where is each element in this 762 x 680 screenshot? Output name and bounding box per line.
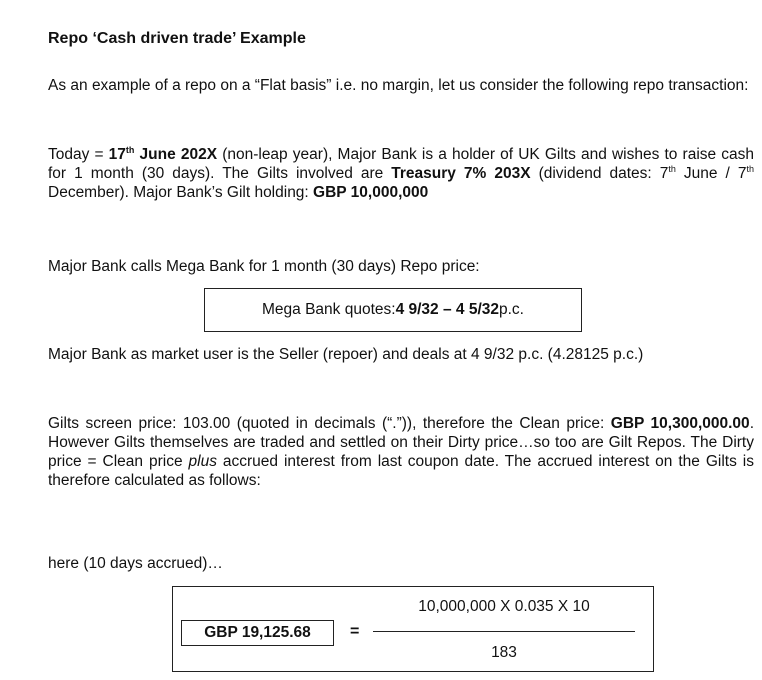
calculation-box: GBP 19,125.68 = 10,000,000 X 0.035 X 10 …: [172, 586, 654, 672]
accrued-paragraph: here (10 days accrued)…: [48, 555, 223, 572]
plus-word: plus: [188, 453, 217, 470]
quote-box: Mega Bank quotes: 4 9/32 – 4 5/32 p.c.: [204, 288, 582, 332]
calls-paragraph: Major Bank calls Mega Bank for 1 month (…: [48, 258, 480, 275]
accrued-result: GBP 19,125.68: [181, 620, 334, 646]
today-paragraph: Today = 17th June 202X (non-leap year), …: [48, 145, 755, 202]
gilt-name: Treasury 7% 203X: [391, 165, 531, 182]
equals-sign: =: [350, 623, 360, 640]
document-heading: Repo ‘Cash driven trade’ Example: [48, 30, 306, 47]
gilts-paragraph: Gilts screen price: 103.00 (quoted in de…: [48, 415, 754, 489]
fraction-denominator: 183: [491, 644, 517, 661]
quote-price: 4 9/32 – 4 5/32: [395, 301, 499, 318]
fraction-numerator: 10,000,000 X 0.035 X 10: [418, 598, 590, 615]
intro-paragraph: As an example of a repo on a “Flat basis…: [48, 77, 749, 94]
gilt-holding: GBP 10,000,000: [313, 184, 429, 201]
clean-price: GBP 10,300,000.00: [610, 415, 750, 432]
fraction-bar: [373, 631, 635, 632]
trade-date: 17th June 202X: [108, 145, 218, 164]
seller-paragraph: Major Bank as market user is the Seller …: [48, 346, 644, 363]
